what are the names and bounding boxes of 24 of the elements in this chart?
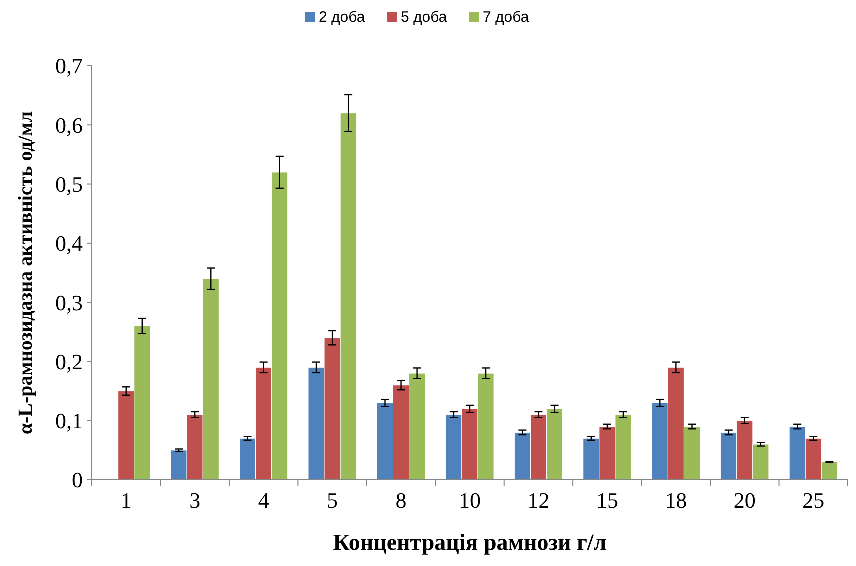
- y-tick-label: 0,1: [56, 408, 83, 434]
- y-tick-label: 0: [72, 468, 83, 493]
- y-axis-title: α-L-рамнозидазна активність од/мл: [15, 111, 37, 435]
- legend-label: 2 доба: [319, 9, 366, 26]
- x-tick-label: 4: [258, 488, 270, 513]
- y-tick-label: 0,4: [56, 231, 83, 256]
- legend-label: 5 доба: [401, 9, 448, 26]
- y-tick-label: 0,7: [56, 54, 83, 79]
- y-tick-label: 0,6: [56, 112, 83, 138]
- x-axis-title: Концентрація рамнози г/л: [333, 530, 607, 555]
- y-tick-label: 0,3: [56, 290, 83, 316]
- x-tick-label: 12: [528, 488, 550, 513]
- x-tick-label: 25: [802, 488, 825, 513]
- legend-label: 7 доба: [483, 9, 530, 26]
- y-tick-label: 0,5: [56, 172, 83, 197]
- x-tick-label: 1: [120, 488, 132, 513]
- x-tick-label: 10: [459, 488, 481, 513]
- y-tick-label: 0,2: [56, 349, 83, 374]
- x-tick-label: 15: [596, 488, 618, 513]
- x-tick-label: 5: [327, 488, 338, 513]
- x-tick-label: 3: [190, 488, 201, 513]
- x-tick-label: 8: [396, 488, 407, 513]
- x-tick-label: 20: [734, 488, 756, 513]
- x-tick-label: 18: [665, 488, 688, 513]
